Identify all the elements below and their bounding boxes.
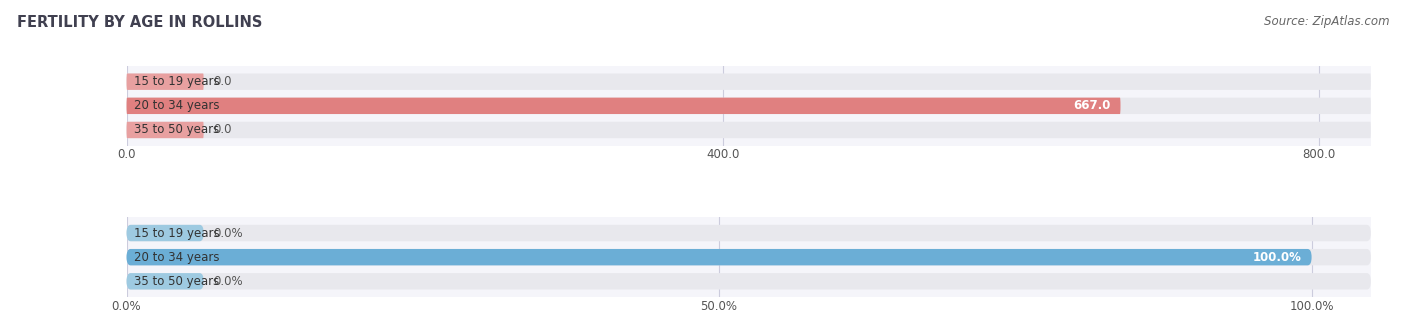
FancyBboxPatch shape xyxy=(127,273,204,289)
Text: 100.0%: 100.0% xyxy=(1253,251,1302,264)
FancyBboxPatch shape xyxy=(127,273,1371,289)
Text: 0.0: 0.0 xyxy=(214,75,232,88)
FancyBboxPatch shape xyxy=(127,225,204,241)
Text: 0.0: 0.0 xyxy=(214,123,232,137)
Text: 667.0: 667.0 xyxy=(1073,99,1111,112)
Text: 0.0%: 0.0% xyxy=(214,275,243,288)
FancyBboxPatch shape xyxy=(127,225,1371,241)
FancyBboxPatch shape xyxy=(127,249,1312,265)
Text: 20 to 34 years: 20 to 34 years xyxy=(134,251,219,264)
Text: 35 to 50 years: 35 to 50 years xyxy=(134,275,219,288)
FancyBboxPatch shape xyxy=(127,98,1371,114)
FancyBboxPatch shape xyxy=(127,74,1371,90)
FancyBboxPatch shape xyxy=(127,249,1371,265)
FancyBboxPatch shape xyxy=(127,122,204,138)
Text: 0.0%: 0.0% xyxy=(214,226,243,240)
FancyBboxPatch shape xyxy=(127,122,1371,138)
Text: 15 to 19 years: 15 to 19 years xyxy=(134,226,219,240)
Text: 35 to 50 years: 35 to 50 years xyxy=(134,123,219,137)
Text: 15 to 19 years: 15 to 19 years xyxy=(134,75,219,88)
FancyBboxPatch shape xyxy=(127,74,204,90)
FancyBboxPatch shape xyxy=(127,98,1121,114)
Text: Source: ZipAtlas.com: Source: ZipAtlas.com xyxy=(1264,15,1389,28)
Text: FERTILITY BY AGE IN ROLLINS: FERTILITY BY AGE IN ROLLINS xyxy=(17,15,263,30)
Text: 20 to 34 years: 20 to 34 years xyxy=(134,99,219,112)
